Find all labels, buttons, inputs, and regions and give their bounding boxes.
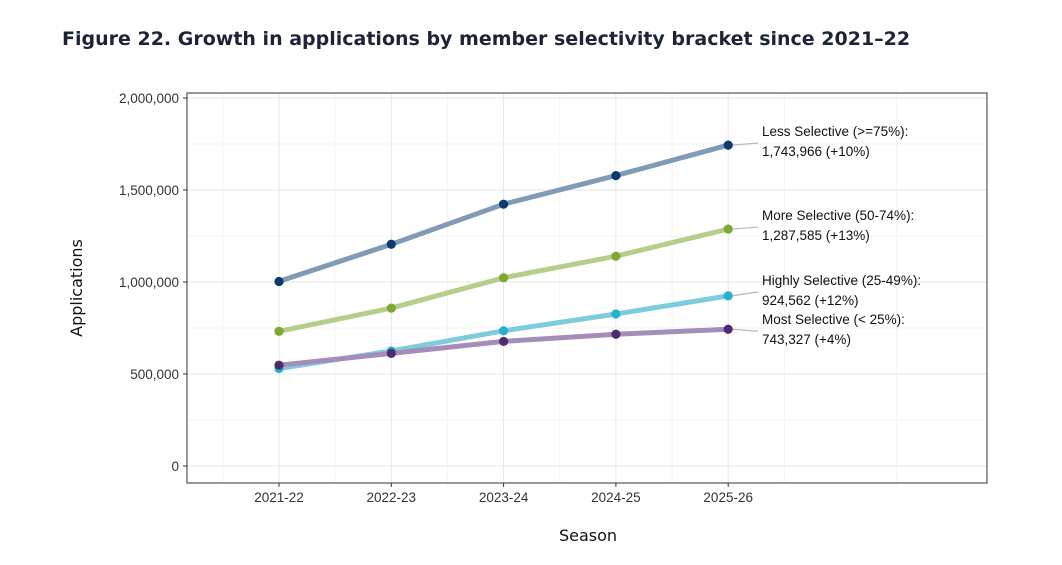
- x-tick-label: 2021-22: [254, 490, 304, 505]
- series-points: [274, 140, 733, 374]
- series-label-value: 743,327 (+4%): [762, 332, 851, 347]
- label-leader-line: [732, 226, 759, 230]
- series-label-value: 924,562 (+12%): [762, 293, 858, 308]
- data-point: [499, 199, 509, 209]
- data-point: [611, 309, 621, 319]
- data-point: [274, 276, 284, 287]
- data-point: [274, 326, 284, 336]
- data-point: [386, 348, 396, 358]
- x-tick-label: 2023-24: [479, 490, 529, 505]
- data-point: [723, 140, 733, 150]
- data-point: [499, 336, 509, 347]
- gridlines: [187, 93, 987, 483]
- series-label-value: 1,287,585 (+13%): [762, 228, 870, 243]
- series-label-name: Less Selective (>=75%):: [762, 124, 908, 139]
- data-point: [723, 324, 733, 334]
- series-label-name: Most Selective (< 25%):: [762, 312, 905, 327]
- plot-panel-border: [186, 92, 988, 484]
- x-axis-title: Season: [559, 526, 617, 545]
- y-tick-label: 1,000,000: [119, 275, 179, 290]
- series-labels: Less Selective (>=75%): 1,743,966 (+10%) M…: [762, 124, 921, 347]
- data-point: [611, 251, 621, 261]
- data-point: [723, 291, 733, 301]
- data-point: [386, 239, 396, 249]
- series-label-name: More Selective (50-74%):: [762, 208, 914, 223]
- y-tick-label: 0: [171, 459, 179, 474]
- label-leader-line: [732, 328, 759, 332]
- label-leaders: [732, 142, 759, 332]
- data-point: [499, 273, 509, 283]
- chart-title: Figure 22. Growth in applications by mem…: [62, 28, 911, 50]
- data-point: [274, 360, 284, 370]
- x-tick-label: 2022-23: [367, 490, 417, 505]
- y-tick-label: 2,000,000: [119, 91, 179, 106]
- series-label-name: Highly Selective (25-49%):: [762, 273, 921, 288]
- data-point: [386, 303, 396, 313]
- label-leader-line: [732, 142, 759, 146]
- y-tick-label: 500,000: [130, 367, 179, 382]
- x-tick-label: 2025-26: [703, 490, 753, 505]
- data-point: [611, 171, 621, 181]
- label-leader-line: [732, 291, 759, 297]
- data-point: [723, 224, 733, 234]
- axes: 0 500,000 1,000,000 1,500,000 2,000,000 2021-…: [119, 91, 753, 505]
- x-tick-label: 2024-25: [591, 490, 641, 505]
- data-point: [611, 329, 621, 339]
- data-point: [499, 326, 509, 336]
- series-label-value: 1,743,966 (+10%): [762, 144, 870, 159]
- y-tick-label: 1,500,000: [119, 183, 179, 198]
- y-axis-title: Applications: [67, 239, 86, 337]
